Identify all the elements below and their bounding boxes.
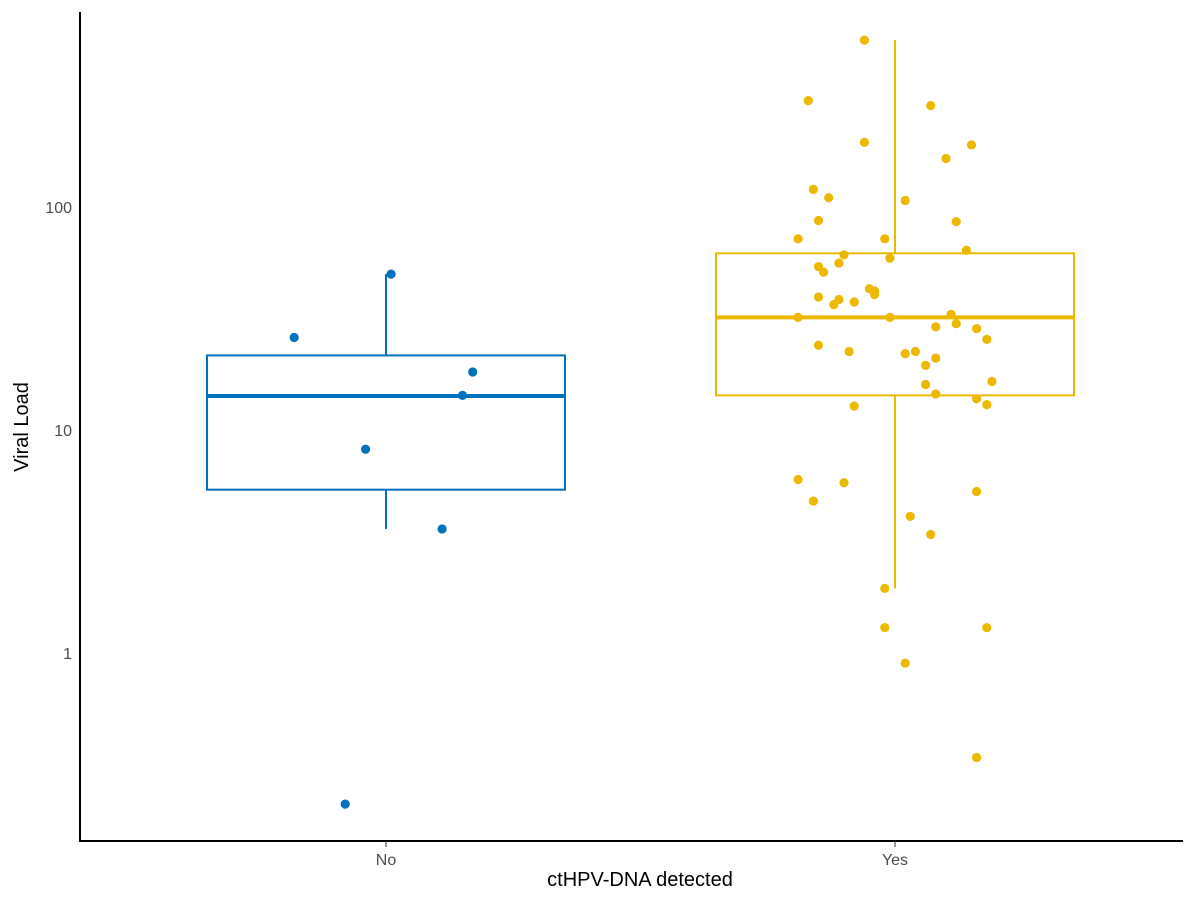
- data-point: [972, 323, 982, 334]
- data-point: [468, 367, 478, 377]
- data-point: [839, 478, 849, 488]
- data-point: [844, 346, 854, 357]
- data-point: [793, 312, 803, 322]
- data-point: [972, 486, 982, 497]
- box: [715, 252, 1075, 397]
- data-point: [386, 269, 396, 279]
- data-point: [951, 217, 961, 227]
- data-point: [457, 390, 468, 400]
- data-point: [900, 349, 910, 359]
- y-axis-ticks: 1 10 100: [45, 200, 72, 663]
- data-point: [824, 193, 834, 203]
- data-point: [793, 474, 803, 485]
- data-point: [870, 289, 880, 300]
- data-point: [793, 234, 803, 244]
- box: [206, 354, 566, 491]
- y-tick-label: 1: [63, 646, 72, 663]
- data-point: [289, 332, 299, 343]
- data-point: [900, 195, 910, 206]
- y-axis-title: Viral Load: [11, 382, 33, 472]
- data-point: [849, 297, 859, 307]
- x-axis-ticks: No Yes: [376, 841, 908, 869]
- series-no: [206, 269, 566, 809]
- data-point: [803, 96, 813, 106]
- data-point: [926, 529, 936, 540]
- data-point: [921, 360, 931, 370]
- data-point: [972, 394, 982, 404]
- data-point: [340, 799, 350, 809]
- y-tick-label: 100: [45, 200, 72, 217]
- data-point: [808, 184, 819, 194]
- data-point: [885, 312, 895, 322]
- data-point: [880, 234, 890, 244]
- plot-marks: [206, 35, 1075, 809]
- data-point: [951, 319, 961, 329]
- data-point: [839, 250, 849, 260]
- data-point: [905, 511, 915, 521]
- series-yes: [715, 35, 1075, 763]
- data-point: [819, 267, 829, 277]
- data-point: [926, 100, 936, 111]
- data-point: [437, 524, 447, 534]
- data-point: [966, 140, 977, 150]
- data-point: [880, 583, 890, 593]
- data-point: [900, 658, 910, 668]
- y-tick-label: 10: [54, 423, 72, 440]
- data-point: [834, 258, 844, 268]
- data-point: [808, 496, 819, 506]
- data-point: [813, 340, 824, 350]
- data-point: [987, 376, 997, 387]
- data-point: [931, 353, 941, 363]
- data-point: [982, 399, 992, 410]
- data-point: [859, 137, 870, 147]
- data-point: [961, 245, 972, 255]
- data-point: [941, 153, 951, 164]
- data-point: [972, 752, 982, 763]
- data-point: [946, 309, 956, 319]
- x-axis-title: ctHPV-DNA detected: [547, 869, 733, 891]
- x-tick-label: No: [376, 852, 397, 869]
- data-point: [921, 379, 931, 390]
- data-point: [982, 622, 992, 633]
- data-point: [885, 253, 895, 263]
- x-tick-label: Yes: [882, 852, 908, 869]
- data-point: [813, 292, 824, 302]
- data-point: [813, 215, 824, 226]
- data-point: [982, 334, 992, 344]
- data-point: [880, 622, 890, 633]
- data-point: [910, 346, 921, 357]
- data-point: [829, 300, 839, 310]
- data-point: [931, 389, 941, 399]
- data-point: [859, 35, 870, 45]
- data-point: [361, 444, 371, 454]
- data-point: [931, 322, 941, 332]
- data-point: [849, 401, 859, 411]
